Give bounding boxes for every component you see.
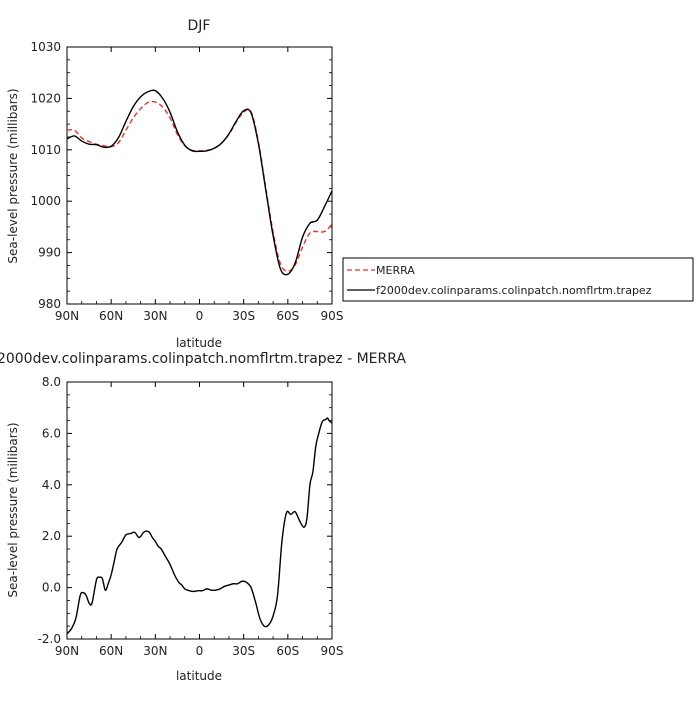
chart-bottom-y-tick-label: -2.0 [38,632,61,646]
chart-top-y-tick-label: 1010 [30,143,61,157]
legend-model-label: f2000dev.colinparams.colinpatch.nomflrtm… [376,284,652,297]
chart-top-y-tick-label: 1020 [30,91,61,105]
chart-bottom-xlabel: latitude [176,669,222,683]
chart-bottom-x-tick-label: 30S [232,644,255,658]
legend-merra-label: MERRA [376,264,415,277]
chart-bottom: f2000dev.colinparams.colinpatch.nomflrtm… [0,351,406,683]
chart-bottom-x-tick-label: 0 [196,644,204,658]
chart-top: DJF 90N 60N 30N 0 30S 60S 90S 980 990 1000 1010 102… [6,18,343,350]
chart-bottom-series [66,417,333,635]
chart-bottom-x-tick-label: 60N [99,644,123,658]
chart-bottom-ticks: 90N 60N 30N 0 30S 60S 90S -2.0 0.0 2.0 4.0 6.0 8.0 [38,375,344,658]
chart-top-y-tick-label: 980 [38,297,61,311]
chart-bottom-series-model-line [66,417,333,635]
chart-top-x-tick-label: 90N [55,309,79,323]
chart-bottom-x-tick-label: 60S [276,644,299,658]
chart-top-plot-area [66,46,333,305]
chart-bottom-title: f2000dev.colinparams.colinpatch.nomflrtm… [0,351,406,367]
legend: MERRA f2000dev.colinparams.colinpatch.no… [342,257,694,302]
chart-bottom-y-tick-label: 0.0 [42,581,61,595]
chart-bottom-plot-area [66,381,333,640]
chart-bottom-y-tick-label: 6.0 [42,426,61,440]
chart-bottom-ylabel: Sea-level pressure (millibars) [6,422,20,597]
chart-top-y-tick-label: 1000 [30,194,61,208]
chart-top-ticks: 90N 60N 30N 0 30S 60S 90S 980 990 1000 1010 1020 103… [30,40,343,323]
chart-bottom-y-tick-label: 8.0 [42,375,61,389]
chart-top-x-tick-label: 30S [232,309,255,323]
chart-top-y-tick-label: 1030 [30,40,61,54]
chart-bottom-y-tick-label: 4.0 [42,478,61,492]
chart-top-x-tick-label: 30N [143,309,167,323]
chart-top-x-tick-label: 0 [196,309,204,323]
chart-top-series-model-line [66,89,333,276]
chart-top-y-tick-label: 990 [38,246,61,260]
chart-top-ylabel: Sea-level pressure (millibars) [6,88,20,263]
chart-top-x-tick-label: 60S [276,309,299,323]
chart-top-x-tick-label: 90S [321,309,344,323]
chart-top-series [66,89,333,276]
chart-top-series-merra-line [66,100,333,272]
chart-top-xlabel: latitude [176,336,222,350]
chart-bottom-x-tick-label: 90S [321,644,344,658]
chart-bottom-x-tick-label: 90N [55,644,79,658]
chart-bottom-y-tick-label: 2.0 [42,529,61,543]
chart-bottom-x-tick-label: 30N [143,644,167,658]
chart-top-title: DJF [188,18,211,34]
legend-box [342,257,694,302]
chart-top-x-tick-label: 60N [99,309,123,323]
